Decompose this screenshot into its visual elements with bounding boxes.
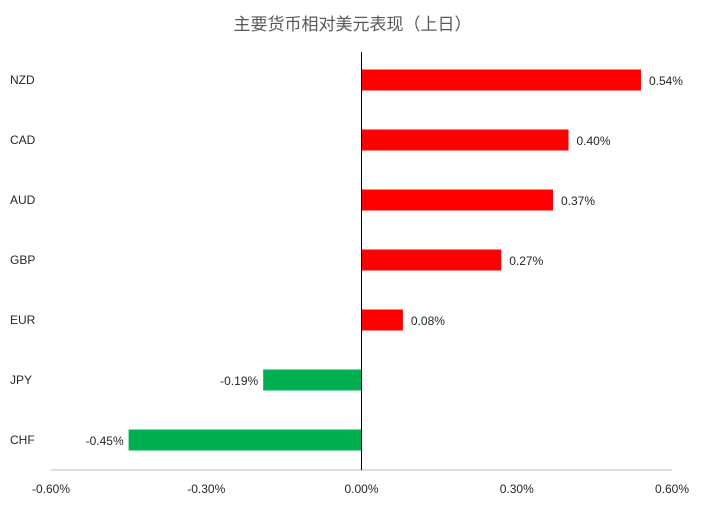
bar-aud xyxy=(361,189,553,211)
category-label: NZD xyxy=(10,73,35,87)
bar-jpy xyxy=(263,369,362,391)
category-label: JPY xyxy=(10,373,32,387)
x-tick-label: -0.30% xyxy=(187,482,225,496)
bar-chf xyxy=(128,429,362,451)
category-label: EUR xyxy=(10,313,36,327)
data-label: 0.37% xyxy=(561,194,595,208)
data-label: 0.08% xyxy=(411,314,445,328)
bar-eur xyxy=(361,309,403,331)
category-label: GBP xyxy=(10,253,35,267)
x-tick-label: 0.30% xyxy=(500,482,534,496)
data-label: 0.54% xyxy=(649,74,683,88)
chart-title: 主要货币相对美元表现（上日） xyxy=(233,15,472,35)
x-tick-label: -0.60% xyxy=(32,482,70,496)
data-label: 0.27% xyxy=(509,254,543,268)
data-label: -0.45% xyxy=(86,434,124,448)
x-tick-label: 0.60% xyxy=(655,482,689,496)
category-label: CHF xyxy=(10,433,35,447)
category-label: AUD xyxy=(10,193,36,207)
bar-gbp xyxy=(361,249,502,271)
category-label: CAD xyxy=(10,133,36,147)
data-label: -0.19% xyxy=(220,374,258,388)
data-label: 0.40% xyxy=(577,134,611,148)
bar-cad xyxy=(361,129,569,151)
bar-nzd xyxy=(361,69,641,91)
x-tick-label: 0.00% xyxy=(344,482,378,496)
